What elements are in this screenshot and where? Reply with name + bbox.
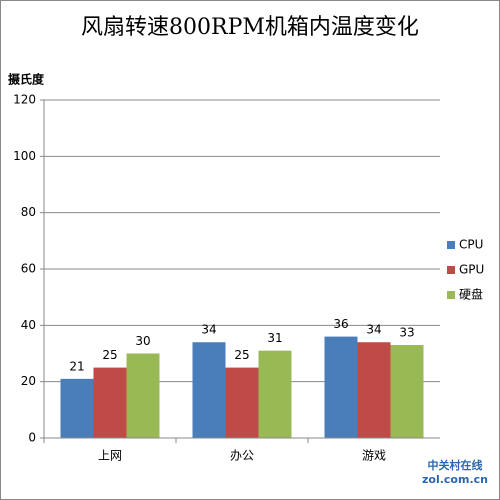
y-tick-label: 20 [21,374,36,388]
y-tick-label: 0 [28,431,36,445]
bar [258,350,292,438]
legend-label: CPU [459,238,483,252]
legend-label: GPU [459,263,484,277]
x-tick-label: 办公 [230,448,254,463]
x-tick-label: 上网 [98,449,122,463]
bar [192,342,226,438]
value-label: 25 [234,348,249,362]
y-tick-label: 40 [21,318,36,332]
x-tick-label: 游戏 [362,449,386,463]
bar [126,353,160,438]
value-label: 31 [267,331,282,345]
y-tick-label: 120 [13,93,36,107]
value-label: 36 [333,317,348,331]
y-axis-label: 摄氏度 [8,72,45,87]
y-tick-label: 80 [21,205,36,219]
value-label: 33 [399,326,414,340]
bar [357,342,391,438]
chart-title: 风扇转速800RPM机箱内温度变化 [81,15,419,40]
legend-swatch [447,241,455,249]
bar [324,336,358,438]
bar [225,367,259,438]
bar [93,367,127,438]
value-label: 34 [366,323,381,337]
bar [60,378,94,438]
value-label: 21 [69,359,84,373]
watermark: 中关村在线 [428,458,483,472]
value-label: 25 [102,348,117,362]
legend-label: 硬盘 [459,287,483,302]
legend-swatch [447,291,455,299]
watermark: zol.com.cn [422,473,488,486]
y-tick-label: 100 [13,149,36,163]
y-tick-label: 60 [21,262,36,276]
bar [390,345,424,438]
legend-swatch [447,266,455,274]
value-label: 30 [135,334,150,348]
value-label: 34 [201,323,216,337]
